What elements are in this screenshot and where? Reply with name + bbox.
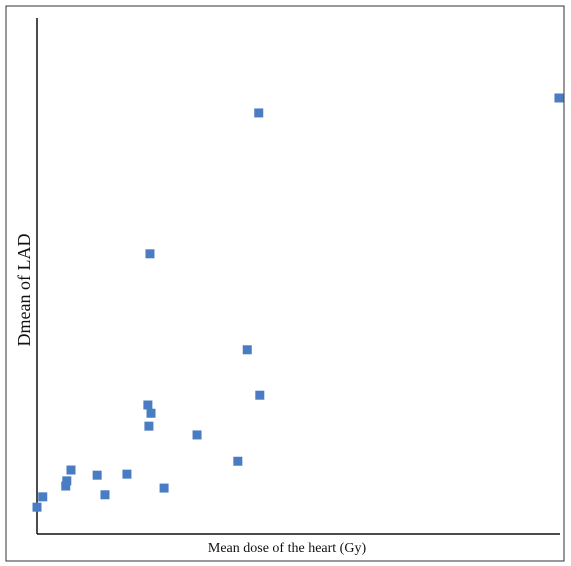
chart-frame <box>5 5 565 562</box>
point <box>145 249 155 259</box>
point <box>143 400 153 410</box>
point <box>92 470 102 480</box>
x-axis-label: Mean dose of the heart (Gy) <box>208 541 367 556</box>
point <box>254 108 264 118</box>
point <box>159 483 169 493</box>
point <box>233 456 243 466</box>
point <box>38 492 48 502</box>
point <box>100 490 110 500</box>
point <box>192 430 202 440</box>
point <box>146 408 156 418</box>
point <box>32 502 42 512</box>
point <box>66 465 76 475</box>
y-axis-label: Dmean of LAD <box>14 234 34 347</box>
point <box>62 476 72 486</box>
point <box>61 481 71 491</box>
point <box>144 421 154 431</box>
point <box>242 345 252 355</box>
point <box>554 93 564 103</box>
point <box>122 469 132 479</box>
point <box>255 390 265 400</box>
